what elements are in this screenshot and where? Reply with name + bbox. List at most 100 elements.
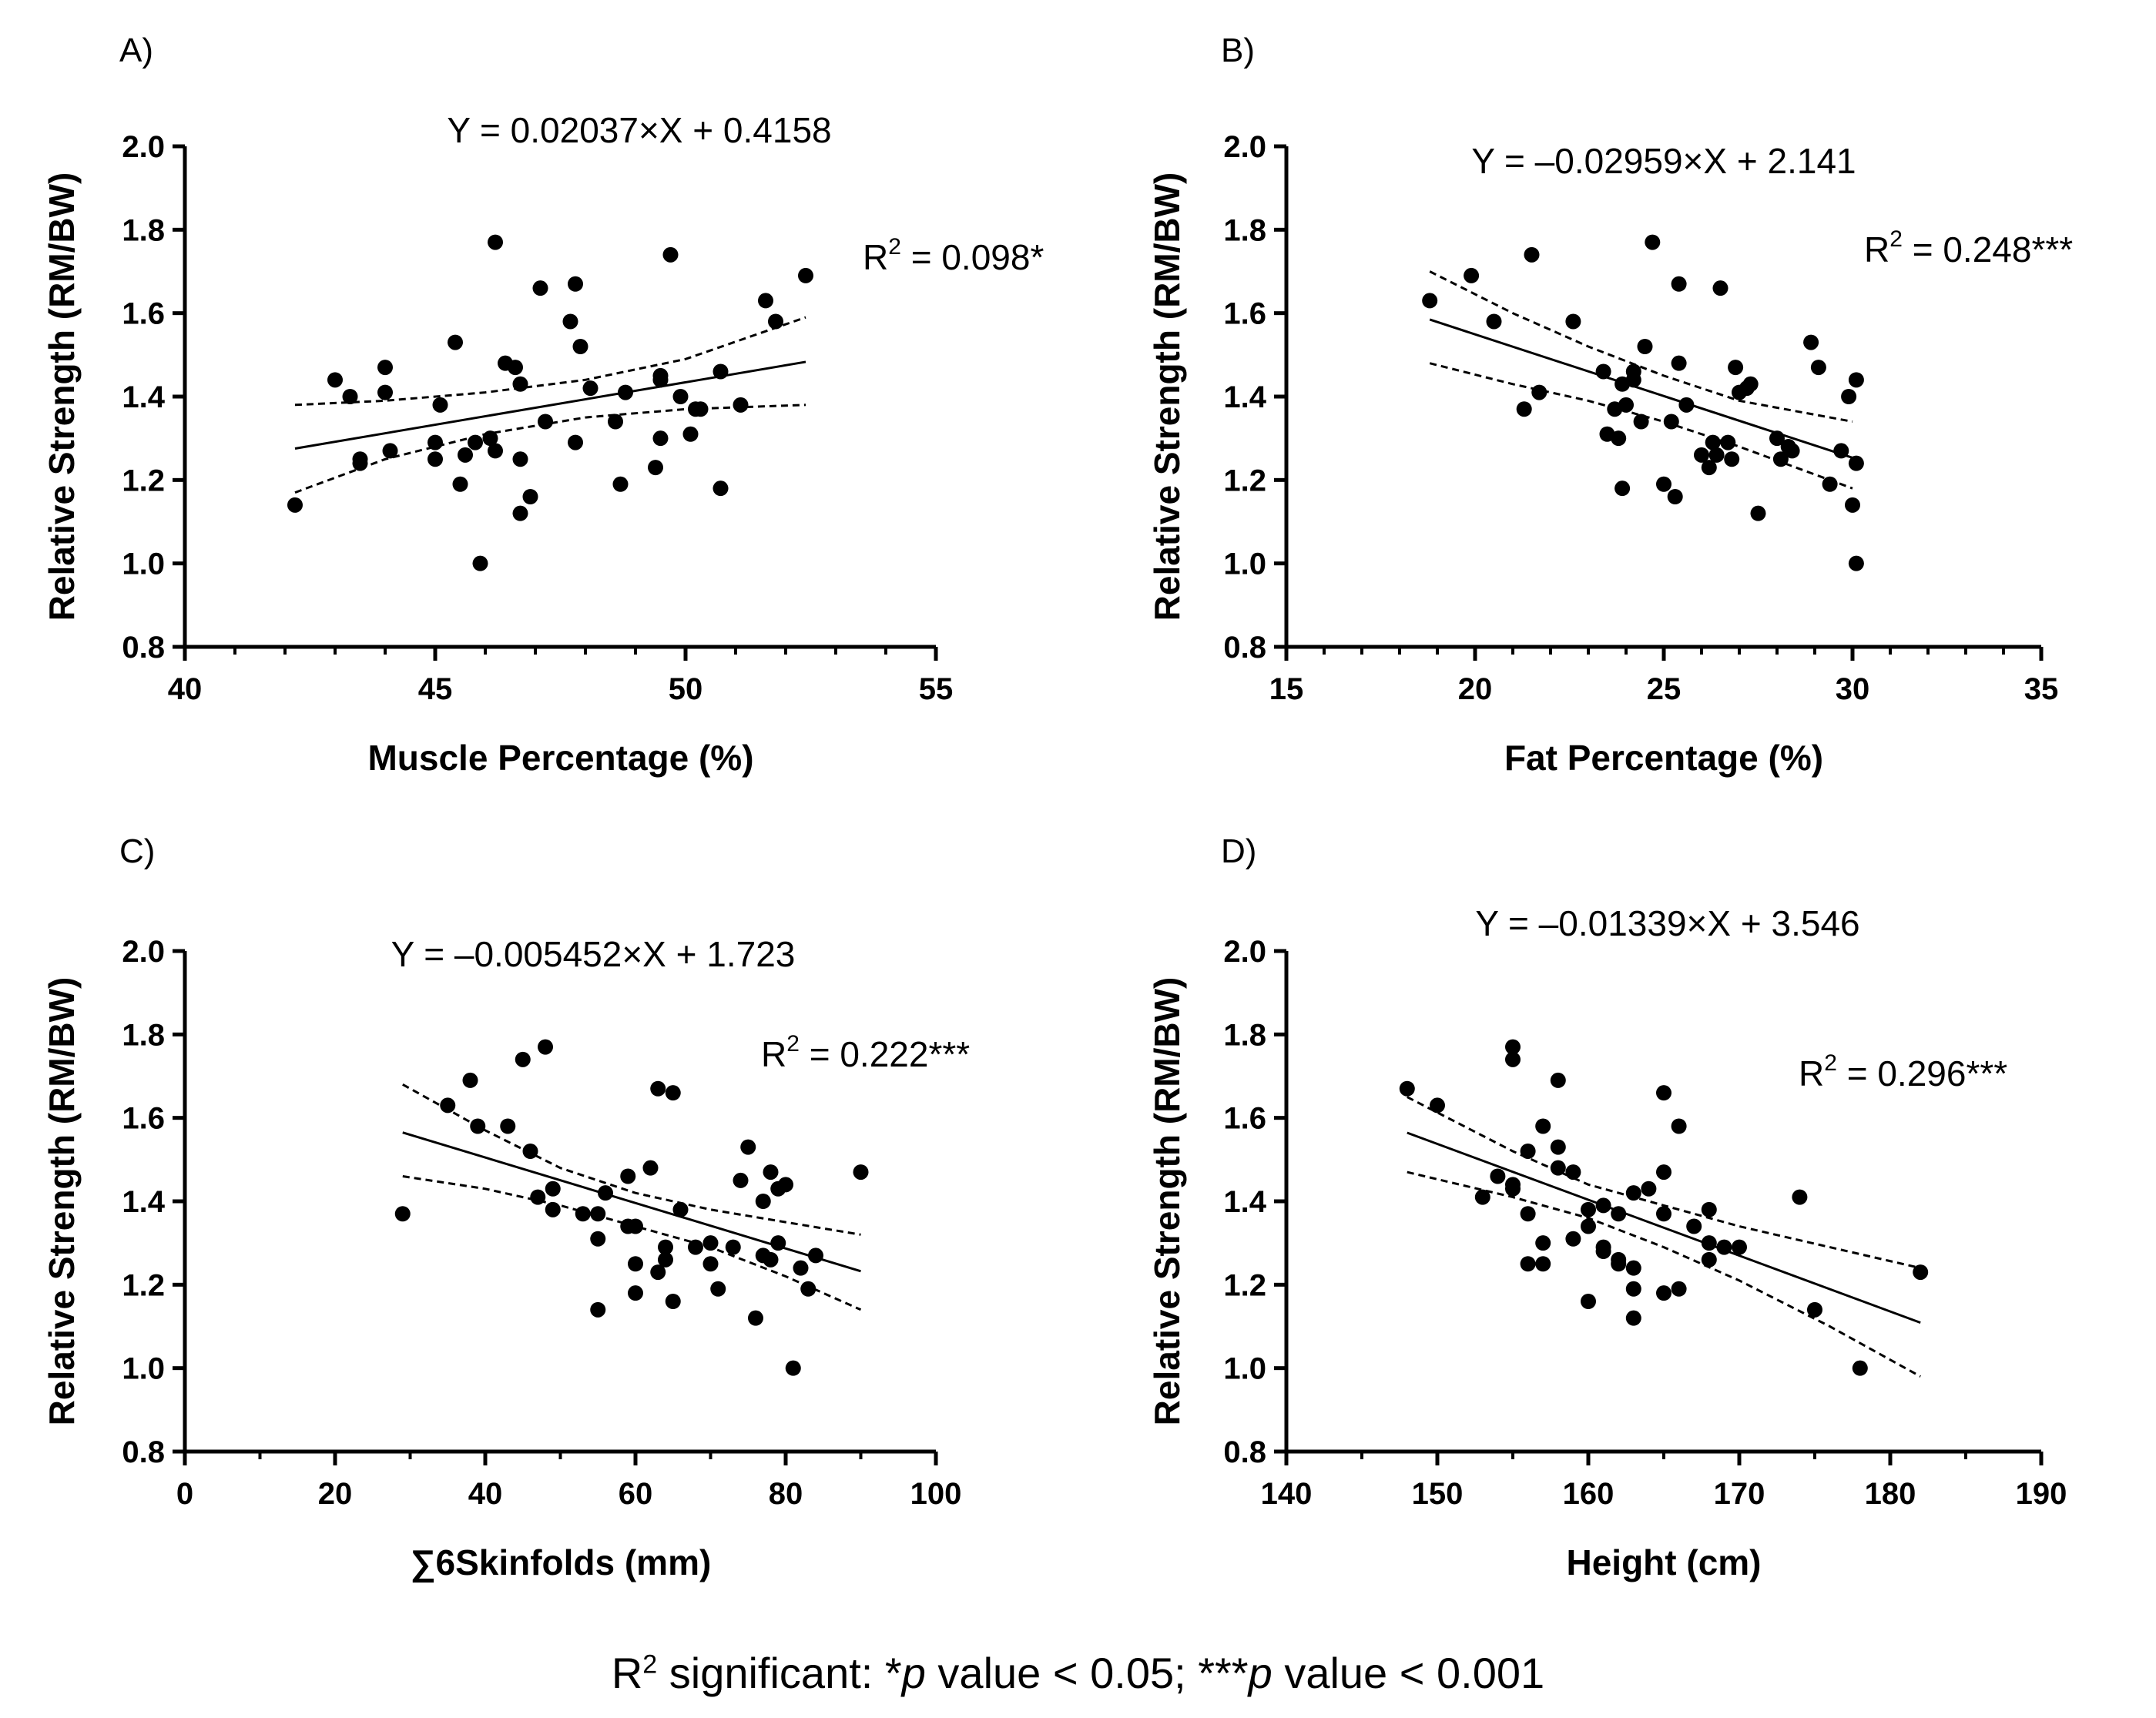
x-axis-title: Height (cm)	[1567, 1542, 1762, 1582]
y-tick-label: 1.2	[1223, 1268, 1266, 1302]
data-point	[1633, 414, 1649, 430]
x-tick-label: 50	[669, 672, 703, 706]
data-point	[1531, 384, 1547, 400]
y-tick-label: 1.6	[122, 297, 165, 331]
data-point	[733, 1172, 749, 1188]
data-point	[512, 376, 528, 392]
data-point	[1656, 1285, 1671, 1301]
data-point	[1618, 397, 1634, 413]
r-squared-label: R2 = 0.296***	[1799, 1050, 2007, 1093]
y-tick-label: 1.0	[122, 548, 165, 581]
data-point	[1505, 1180, 1521, 1197]
data-point	[692, 401, 709, 417]
y-tick-label: 0.8	[1223, 631, 1266, 665]
y-tick-label: 2.0	[122, 935, 165, 969]
x-tick-label: 20	[318, 1477, 353, 1511]
panel-label: D)	[1221, 832, 1256, 870]
data-point	[1671, 355, 1687, 371]
data-point	[508, 360, 523, 376]
data-point	[798, 267, 813, 283]
data-point	[1732, 1239, 1747, 1255]
r-squared-label: R2 = 0.098*	[863, 234, 1044, 277]
data-point	[598, 1185, 613, 1201]
data-point	[763, 1164, 779, 1180]
data-point	[1742, 376, 1759, 392]
data-point	[1671, 1118, 1687, 1134]
data-point	[1822, 476, 1838, 492]
data-point	[725, 1239, 741, 1255]
data-point	[1505, 1051, 1521, 1067]
data-point	[1656, 1085, 1671, 1101]
data-point	[1595, 1197, 1611, 1214]
data-point	[733, 397, 749, 413]
data-point	[287, 497, 303, 513]
x-tick-label: 15	[1269, 672, 1304, 706]
ci-lower-line	[402, 1175, 862, 1311]
data-point	[482, 430, 498, 447]
data-point	[1772, 451, 1789, 467]
data-point	[1490, 1168, 1506, 1184]
data-point	[1701, 460, 1717, 476]
data-point	[545, 1180, 561, 1197]
data-point	[1535, 1235, 1551, 1251]
x-tick-label: 180	[1865, 1477, 1916, 1511]
x-tick-label: 40	[168, 672, 203, 706]
data-point	[702, 1235, 719, 1251]
data-point	[1565, 313, 1581, 330]
data-point	[342, 389, 358, 404]
y-tick-label: 2.0	[122, 130, 165, 164]
x-tick-label: 150	[1412, 1477, 1464, 1511]
data-point	[662, 246, 679, 263]
data-point	[1671, 276, 1687, 292]
data-point	[1581, 1294, 1596, 1309]
footnote-superscript: 2	[642, 1649, 658, 1679]
data-point	[1708, 447, 1725, 463]
data-point	[1520, 1206, 1536, 1222]
y-tick-label: 0.8	[122, 1435, 165, 1469]
x-tick-label: 60	[619, 1477, 653, 1511]
data-point	[432, 397, 448, 413]
data-point	[665, 1085, 681, 1101]
data-point	[682, 426, 699, 442]
data-point	[1720, 434, 1736, 450]
data-point	[1769, 430, 1785, 447]
data-point	[1535, 1256, 1551, 1272]
data-point	[1524, 246, 1540, 263]
y-tick-label: 1.4	[1223, 1185, 1266, 1219]
data-point	[618, 384, 633, 400]
data-point	[1667, 489, 1683, 504]
y-axis-title: Relative Strength (RM/BW)	[42, 172, 82, 621]
data-point	[1595, 363, 1611, 380]
data-point	[1625, 363, 1641, 380]
data-point	[672, 1201, 689, 1217]
regression-equation: Y = –0.01339×X + 3.546	[1475, 903, 1859, 943]
y-tick-label: 1.6	[122, 1102, 165, 1136]
data-point	[1550, 1072, 1566, 1088]
data-point	[590, 1231, 606, 1247]
data-point	[1716, 1239, 1732, 1255]
x-axis-title: Muscle Percentage (%)	[367, 738, 753, 778]
y-tick-label: 1.8	[122, 213, 165, 247]
data-point	[458, 447, 473, 463]
data-point	[1678, 397, 1695, 413]
data-point	[538, 1039, 553, 1055]
data-point	[1671, 1281, 1687, 1297]
y-tick-label: 1.4	[122, 380, 165, 414]
data-point	[672, 389, 689, 404]
x-tick-label: 100	[910, 1477, 962, 1511]
data-point	[452, 476, 468, 492]
data-point	[1565, 1164, 1581, 1180]
data-point	[1694, 447, 1709, 463]
data-point	[545, 1201, 561, 1217]
y-tick-label: 1.2	[122, 1268, 165, 1302]
y-axis-title: Relative Strength (RM/BW)	[42, 977, 82, 1426]
x-tick-label: 140	[1261, 1477, 1313, 1511]
data-point	[512, 505, 528, 521]
data-point	[1520, 1256, 1536, 1272]
data-point	[1399, 1080, 1415, 1097]
data-point	[1611, 1256, 1627, 1272]
data-point	[1728, 360, 1744, 376]
data-point	[1641, 1180, 1657, 1197]
data-point	[590, 1206, 606, 1222]
